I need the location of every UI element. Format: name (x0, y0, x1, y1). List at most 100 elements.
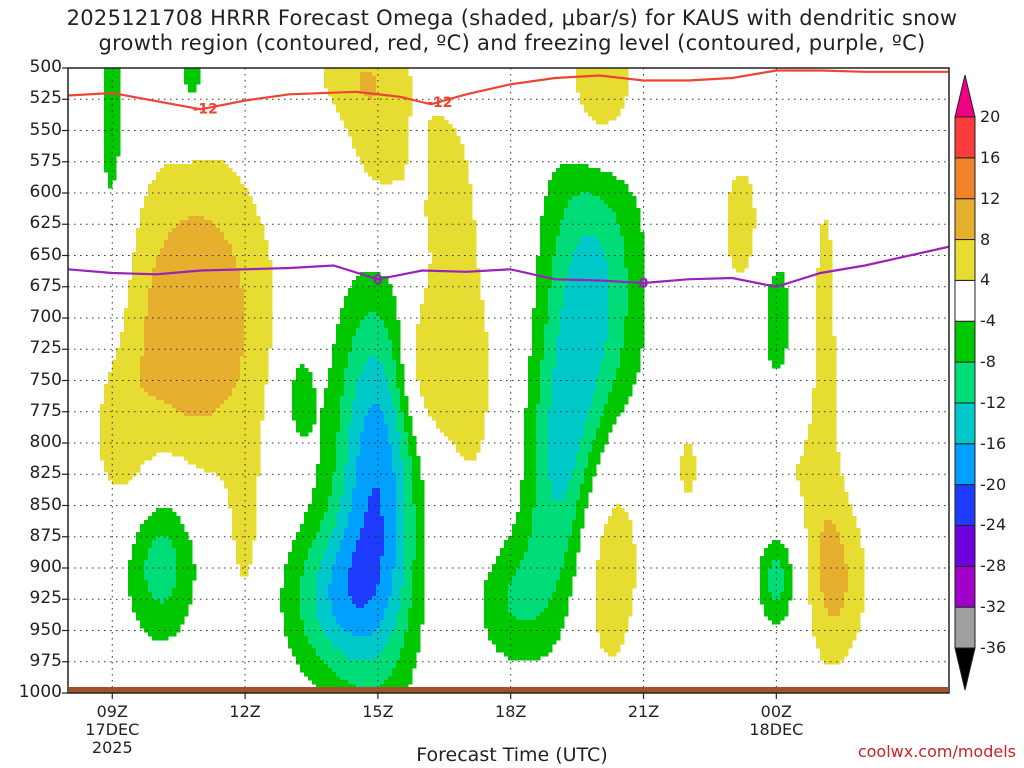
omega-cell (148, 424, 153, 429)
omega-cell (224, 248, 229, 253)
omega-cell (356, 644, 361, 649)
omega-cell (112, 412, 117, 417)
omega-cell (352, 344, 357, 349)
omega-cell (300, 620, 305, 625)
omega-cell (224, 324, 229, 329)
omega-cell (324, 416, 329, 421)
omega-cell (248, 296, 253, 301)
omega-cell (300, 560, 305, 565)
omega-cell (364, 288, 369, 293)
omega-cell (300, 364, 305, 369)
omega-cell (224, 444, 229, 449)
omega-cell (344, 612, 349, 617)
omega-cell (332, 416, 337, 421)
omega-cell (176, 384, 181, 389)
omega-cell (172, 524, 177, 529)
omega-cell (360, 492, 365, 497)
omega-cell (236, 440, 241, 445)
omega-cell (196, 204, 201, 209)
omega-cell (356, 80, 361, 85)
omega-cell (336, 620, 341, 625)
omega-cell (248, 444, 253, 449)
omega-cell (208, 368, 213, 373)
omega-cell (152, 604, 157, 609)
omega-cell (172, 176, 177, 181)
omega-cell (348, 364, 353, 369)
omega-cell (144, 604, 149, 609)
omega-cell (360, 576, 365, 581)
omega-cell (192, 308, 197, 313)
omega-cell (320, 472, 325, 477)
omega-cell (236, 320, 241, 325)
omega-cell (248, 468, 253, 473)
omega-cell (332, 652, 337, 657)
omega-cell (128, 468, 133, 473)
omega-cell (168, 540, 173, 545)
omega-cell (132, 404, 137, 409)
omega-cell (212, 288, 217, 293)
omega-cell (292, 388, 297, 393)
omega-cell (164, 324, 169, 329)
omega-cell (188, 552, 193, 557)
omega-cell (244, 380, 249, 385)
omega-cell (220, 168, 225, 173)
omega-cell (144, 352, 149, 357)
omega-cell (304, 572, 309, 577)
omega-cell (232, 484, 237, 489)
omega-cell (256, 260, 261, 265)
omega-cell (220, 348, 225, 353)
omega-cell (328, 608, 333, 613)
omega-cell (152, 212, 157, 217)
omega-cell (156, 176, 161, 181)
omega-cell (264, 300, 269, 305)
omega-cell (188, 396, 193, 401)
omega-cell (136, 288, 141, 293)
omega-cell (116, 368, 121, 373)
omega-cell (152, 624, 157, 629)
omega-cell (348, 312, 353, 317)
omega-cell (196, 304, 201, 309)
omega-cell (344, 432, 349, 437)
omega-cell (172, 528, 177, 533)
omega-cell (144, 332, 149, 337)
omega-cell (360, 608, 365, 613)
omega-cell (252, 492, 257, 497)
omega-cell (288, 568, 293, 573)
omega-cell (324, 492, 329, 497)
omega-cell (108, 436, 113, 441)
omega-cell (348, 596, 353, 601)
omega-cell (184, 584, 189, 589)
omega-cell (268, 324, 273, 329)
omega-cell (336, 580, 341, 585)
omega-cell (192, 256, 197, 261)
omega-cell (176, 292, 181, 297)
omega-cell (340, 456, 345, 461)
omega-cell (316, 652, 321, 657)
omega-cell (288, 604, 293, 609)
omega-cell (348, 400, 353, 405)
omega-cell (324, 500, 329, 505)
omega-cell (196, 388, 201, 393)
omega-cell (212, 420, 217, 425)
omega-cell (172, 196, 177, 201)
omega-cell (140, 616, 145, 621)
omega-cell (196, 80, 201, 85)
omega-cell (152, 204, 157, 209)
omega-cell (136, 336, 141, 341)
omega-cell (192, 328, 197, 333)
omega-cell (120, 420, 125, 425)
omega-cell (200, 396, 205, 401)
omega-cell (196, 72, 201, 77)
omega-cell (168, 428, 173, 433)
omega-cell (184, 392, 189, 397)
omega-cell (196, 452, 201, 457)
omega-cell (252, 448, 257, 453)
omega-cell (212, 408, 217, 413)
omega-cell (344, 580, 349, 585)
omega-cell (364, 124, 369, 129)
omega-cell (196, 376, 201, 381)
omega-cell (216, 364, 221, 369)
omega-cell (252, 320, 257, 325)
omega-cell (340, 584, 345, 589)
omega-cell (156, 532, 161, 537)
